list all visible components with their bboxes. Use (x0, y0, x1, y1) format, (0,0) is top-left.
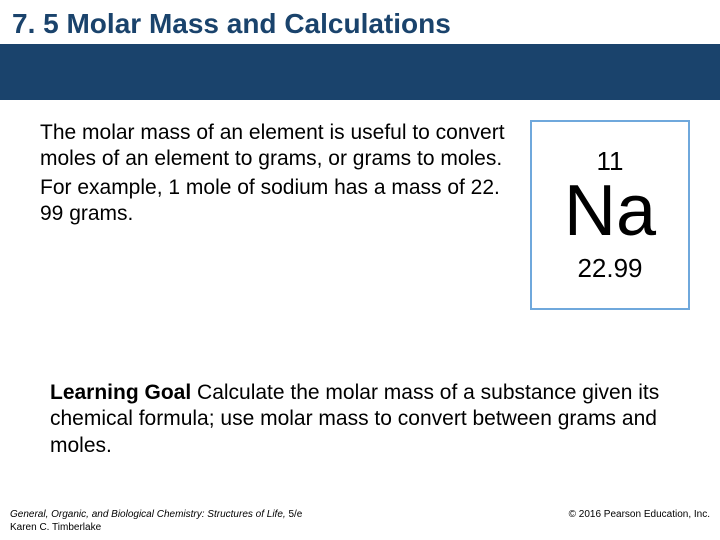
element-symbol: Na (564, 175, 656, 247)
paragraph-2: For example, 1 mole of sodium has a mass… (40, 175, 510, 228)
title-area: 7. 5 Molar Mass and Calculations (0, 0, 720, 44)
content-area: The molar mass of an element is useful t… (0, 100, 720, 320)
slide-title: 7. 5 Molar Mass and Calculations (12, 8, 708, 40)
book-edition: 5/e (288, 509, 302, 520)
element-tile: 11 Na 22.99 (530, 120, 690, 310)
footer-copyright: © 2016 Pearson Education, Inc. (569, 509, 710, 534)
body-text: The molar mass of an element is useful t… (40, 120, 510, 310)
book-title: General, Organic, and Biological Chemist… (10, 509, 288, 520)
header-banner (0, 44, 720, 100)
learning-goal: Learning Goal Calculate the molar mass o… (0, 370, 720, 459)
footer: General, Organic, and Biological Chemist… (0, 509, 720, 534)
footer-author: Karen C. Timberlake (10, 522, 302, 535)
paragraph-1: The molar mass of an element is useful t… (40, 120, 510, 173)
footer-left: General, Organic, and Biological Chemist… (10, 509, 302, 534)
atomic-mass: 22.99 (577, 253, 642, 284)
learning-goal-label: Learning Goal (50, 381, 191, 404)
footer-book-line: General, Organic, and Biological Chemist… (10, 509, 302, 522)
